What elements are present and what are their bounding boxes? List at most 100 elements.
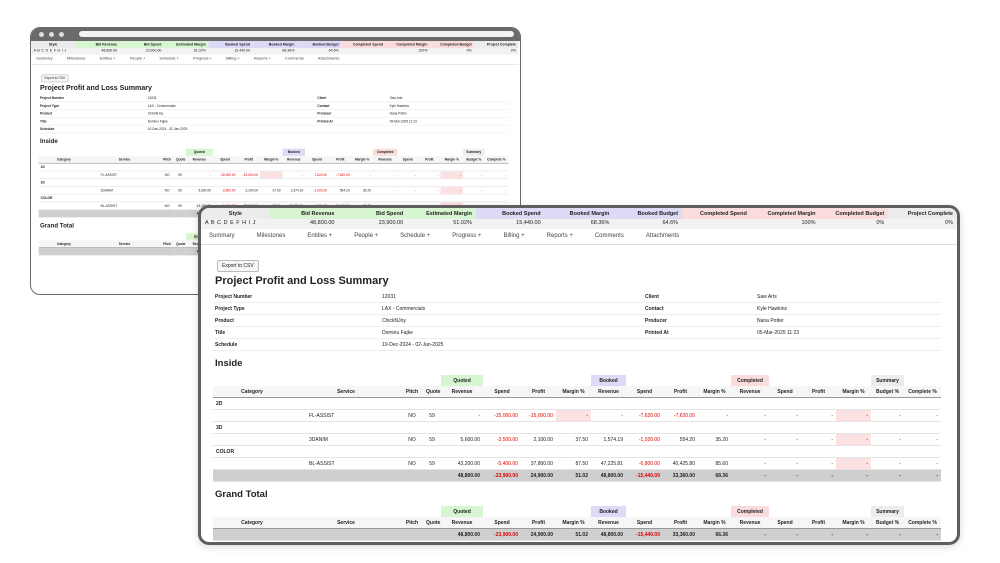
cell (801, 506, 836, 517)
cell (38, 247, 90, 256)
tab[interactable]: People + (354, 233, 379, 239)
cell: -7,620.00 (305, 170, 329, 180)
cell (160, 149, 174, 156)
column-header: Revenue (591, 386, 626, 398)
column-header: Spend (626, 517, 663, 529)
stat-value: 100% (750, 219, 820, 229)
cell (160, 209, 175, 218)
tab[interactable]: Entities + (99, 57, 116, 61)
tab[interactable]: Reports + (253, 57, 271, 61)
tab[interactable]: Progress + (452, 233, 482, 239)
tab[interactable]: Schedule + (159, 57, 179, 61)
tab[interactable]: Summary (209, 233, 235, 239)
column-header: Category (38, 240, 90, 249)
total-cell: -23,900.00 (483, 528, 521, 541)
tab[interactable]: Milestones (256, 233, 286, 239)
stat-label: Completed Margin (750, 208, 820, 219)
cell (213, 528, 291, 541)
cell (401, 375, 423, 386)
cell: - (463, 170, 485, 180)
column-header: Service (291, 386, 401, 398)
stat-value: 51.02% (407, 219, 476, 229)
field-label: Schedule (213, 338, 380, 351)
field-label: Producer (316, 109, 389, 118)
group-label: Booked (282, 148, 306, 156)
column-header: Service (89, 155, 160, 164)
column-header: Pitch (401, 386, 423, 398)
field-label: Printed At (316, 117, 389, 126)
cell (160, 233, 174, 240)
tab[interactable]: Schedule + (400, 233, 431, 239)
cell (904, 375, 941, 386)
total-cell: 48,800.00 (591, 469, 626, 482)
tab[interactable]: Comments (285, 57, 304, 61)
cell: NO (401, 457, 423, 470)
column-header: Revenue (282, 155, 306, 164)
cell (521, 375, 556, 386)
column-header: Revenue (731, 517, 769, 529)
cell: 2,100.00 (521, 433, 556, 446)
total-cell: 51.02 (556, 528, 591, 541)
group-label: Quoted (441, 506, 483, 517)
tab[interactable]: Billing + (226, 57, 240, 61)
cell: - (397, 170, 418, 180)
cell (213, 149, 238, 156)
tab[interactable]: Comments (594, 233, 624, 239)
field-row: Schedule 10-Dec-2024 - 02-Jan-2025 (213, 338, 941, 351)
tab[interactable]: People + (129, 57, 146, 61)
cell (89, 233, 160, 240)
export-button[interactable]: Export to CSV (217, 260, 259, 272)
data-row: FL-ASSIST NO 59- -15,000.00 -15,000.00- - -7,6… (38, 170, 509, 180)
cell (213, 409, 291, 422)
cell (755, 338, 941, 351)
field-label: Product (213, 314, 380, 327)
cell (213, 469, 291, 482)
section-heading: Grand Total (215, 489, 268, 500)
tab[interactable]: Attachments (645, 233, 680, 239)
cell (89, 247, 160, 256)
tab[interactable]: Billing + (503, 233, 525, 239)
field-value: LAX - Commercials (146, 101, 317, 111)
cell: - (418, 170, 441, 180)
stat-value: 68.36% (252, 48, 297, 55)
stat-cell: Booked Spend 15,440.00 (208, 41, 253, 55)
export-button[interactable]: Export to CSV (41, 74, 69, 83)
column-header: Profit (328, 155, 352, 164)
category-row: 2D (213, 397, 941, 410)
stat-label: Booked Budget (613, 208, 683, 219)
address-bar (79, 31, 514, 37)
field-label: Client (316, 94, 389, 103)
stat-value: 68.36% (544, 219, 614, 229)
cell (291, 375, 401, 386)
tab[interactable]: Progress + (193, 57, 212, 61)
field-label: Product (38, 109, 147, 118)
total-cell: 66.36 (698, 528, 731, 541)
column-header: Spend (212, 155, 238, 164)
stat-value: 51.02% (163, 48, 209, 55)
field-value: 12031 (380, 291, 643, 303)
tab[interactable]: Reports + (546, 233, 573, 239)
cell (388, 125, 509, 134)
tab[interactable]: Attachments (317, 57, 340, 61)
cell: - (904, 433, 941, 446)
cell: 59 (423, 409, 441, 422)
cell: 5,600.00 (185, 186, 213, 195)
cell (904, 506, 941, 517)
tab[interactable]: Summary (36, 57, 53, 61)
tab[interactable]: Milestones (66, 57, 86, 61)
tab[interactable]: Entities + (307, 233, 333, 239)
field-value: 12031 (146, 94, 317, 103)
cell: BL-ASSIST (291, 457, 401, 470)
stat-label: Project Complete (888, 208, 957, 219)
cell: - (871, 457, 904, 470)
field-label: Client (643, 291, 755, 303)
total-cell: - (871, 469, 904, 482)
cell: 3DANIM (291, 433, 401, 446)
cell: -15,000.00 (483, 409, 521, 422)
cell: 37,800.00 (521, 457, 556, 470)
group-label: Summary (463, 148, 485, 156)
cell: - (591, 409, 626, 422)
